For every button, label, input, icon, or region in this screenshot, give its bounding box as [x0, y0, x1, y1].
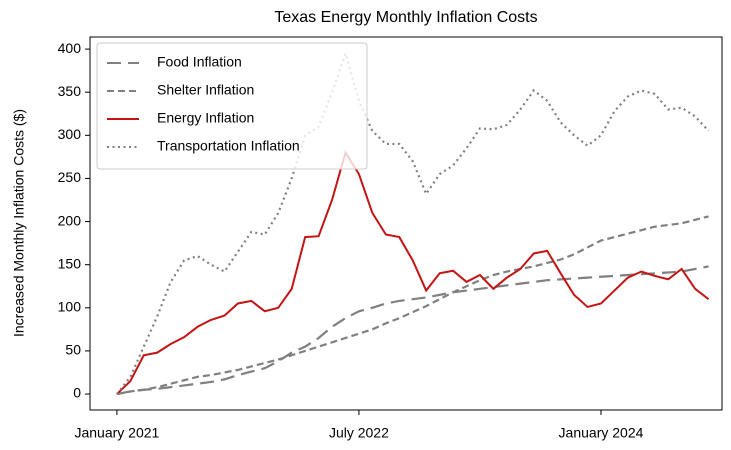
y-tick-label: 400 [58, 40, 82, 56]
legend-label: Transportation Inflation [157, 138, 300, 154]
legend-label: Energy Inflation [157, 110, 254, 126]
series-line [116, 49, 710, 395]
chart-title: Texas Energy Monthly Inflation Costs [274, 9, 537, 26]
legend-label: Food Inflation [157, 54, 242, 70]
series-line [116, 215, 709, 396]
y-tick-label: 100 [58, 299, 82, 315]
y-tick-label: 0 [73, 385, 81, 401]
y-tick-label: 250 [58, 169, 82, 185]
y-axis-label: Increased Monthly Inflation Costs ($) [11, 109, 27, 337]
y-tick-label: 200 [58, 212, 82, 228]
y-tick-label: 350 [58, 83, 82, 99]
y-tick-label: 50 [65, 342, 81, 358]
y-tick-label: 150 [58, 255, 82, 271]
x-tick-label: January 2021 [74, 425, 159, 441]
series-line [116, 265, 709, 396]
legend-box [96, 42, 368, 170]
x-tick-label: January 2024 [559, 425, 644, 441]
plot-frame [89, 36, 723, 411]
x-tick-label: July 2022 [329, 425, 389, 441]
y-tick-label: 300 [58, 126, 82, 142]
legend-label: Shelter Inflation [157, 82, 254, 98]
series-line [116, 150, 710, 395]
